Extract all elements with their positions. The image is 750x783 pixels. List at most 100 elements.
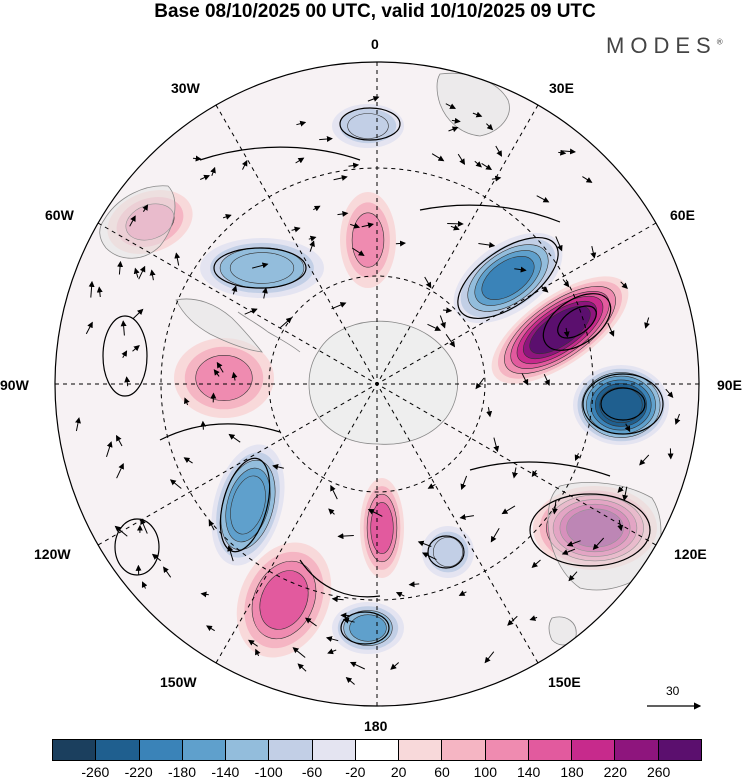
wind-vector (295, 157, 305, 164)
wind-vector (481, 162, 493, 171)
anomaly-neg-60w (229, 252, 295, 284)
colorbar-bin (442, 740, 486, 760)
wind-vector (592, 537, 605, 551)
wind-vector (248, 639, 258, 647)
colorbar-tick-label: -140 (211, 764, 240, 780)
anomaly-neg-140e (432, 536, 463, 567)
colorbar-tick-label: 220 (603, 764, 628, 780)
wind-vector (184, 397, 190, 406)
wind-vector (174, 252, 181, 266)
colorbar-bin (312, 740, 356, 760)
wind-vector (279, 317, 293, 329)
wind-vector (563, 327, 570, 338)
wind-vector (568, 571, 578, 582)
wind-vector (348, 162, 360, 169)
wind-vector (337, 210, 349, 217)
colorbar-tick-label: 100 (473, 764, 498, 780)
label-60w: 60W (45, 207, 74, 223)
wind-vector (445, 334, 456, 348)
wind-vector (451, 117, 461, 124)
wind-vector (566, 540, 581, 547)
colorbar-tick-label: -20 (345, 764, 366, 780)
colorbar-ticks: -260 -220 -180 -140 -100 -60 -20 20 60 100 140 180 2… (0, 764, 750, 782)
wind-vector (231, 285, 238, 295)
anomaly-pos-0 (351, 212, 385, 268)
wind-vector (351, 247, 365, 257)
chart-title: Base 08/10/2025 00 UTC, valid 10/10/2025… (154, 1, 596, 22)
wind-vector (521, 373, 529, 386)
wind-vector (582, 176, 593, 183)
colorbar-tick-label: 260 (646, 764, 671, 780)
wind-vector (431, 153, 445, 162)
colorbar-bin (658, 740, 701, 760)
wind-vector (590, 245, 597, 259)
wind-vector (607, 322, 615, 337)
colorbar-tick-label: -100 (254, 764, 283, 780)
wind-vector (442, 307, 453, 314)
label-90w: 90W (0, 377, 29, 393)
wind-vector (121, 350, 128, 358)
wind-vector (639, 454, 650, 466)
modes-logo: MODES® (606, 33, 723, 59)
colorbar-bin (269, 740, 313, 760)
wind-vector (330, 484, 338, 500)
wind-vector (291, 226, 301, 233)
colorbar-tick-label: 20 (390, 764, 407, 780)
wind-vector (227, 545, 234, 562)
wind-vector (427, 323, 442, 331)
label-120e: 120E (674, 546, 707, 562)
wind-vector (222, 214, 232, 220)
wind-vector (644, 317, 650, 329)
reference-vector-value: 30 (666, 684, 680, 698)
anomaly-neg-10w (347, 113, 389, 139)
wind-vector (439, 315, 446, 329)
colorbar-tick-label: -60 (301, 764, 323, 780)
colorbar-tick-label: 140 (516, 764, 541, 780)
registered-mark: ® (716, 37, 723, 47)
anomaly-neg-170e (349, 614, 387, 642)
wind-vector (342, 617, 355, 624)
label-0: 0 (371, 36, 379, 52)
wind-vector (309, 240, 315, 252)
wind-vector (297, 663, 307, 672)
wind-vector (142, 204, 149, 212)
wind-vector (367, 509, 383, 517)
wind-vector (208, 519, 215, 531)
wind-vector (304, 617, 317, 627)
wind-vector (427, 483, 436, 489)
wind-vector (445, 103, 456, 109)
wind-vector (272, 463, 284, 470)
wind-vector (507, 615, 518, 626)
map-disc (55, 62, 699, 706)
wind-vector (622, 486, 629, 502)
colorbar-tick-label: -220 (124, 764, 153, 780)
wind-vector (331, 302, 347, 310)
label-60e: 60E (670, 207, 695, 223)
wind-vectors (75, 96, 681, 685)
colorbar (52, 739, 702, 761)
wind-vector (472, 111, 483, 118)
wind-vector (475, 377, 485, 390)
wind-vector (116, 434, 123, 447)
wind-vector (328, 508, 335, 515)
wind-vector (560, 148, 576, 155)
colorbar-bin (53, 740, 97, 760)
wind-vector (350, 222, 361, 229)
wind-vector (85, 321, 93, 335)
wind-vector (495, 145, 502, 157)
wind-vector (244, 308, 258, 315)
wind-vector (252, 262, 269, 269)
wind-vector (531, 559, 541, 568)
label-150e: 150E (548, 674, 581, 690)
wind-vector (120, 320, 127, 336)
wind-vector (555, 236, 563, 252)
colorbar-bin (355, 740, 400, 760)
wind-vector (88, 280, 95, 298)
colorbar-bin (399, 740, 443, 760)
wind-vector (255, 648, 261, 657)
wind-vector (313, 205, 321, 212)
wind-vector (490, 527, 500, 543)
wind-vector (129, 215, 136, 227)
wind-vector (200, 591, 209, 598)
wind-vector (493, 437, 500, 453)
